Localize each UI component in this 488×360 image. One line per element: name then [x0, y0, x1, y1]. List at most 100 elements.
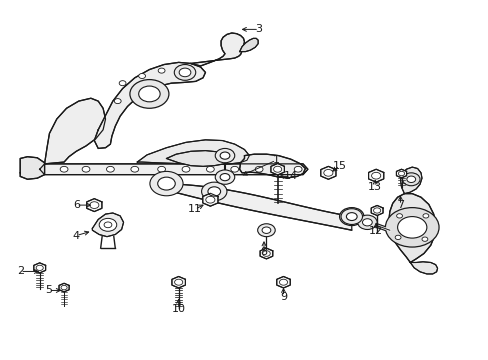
Circle shape: [139, 86, 160, 102]
Polygon shape: [370, 206, 382, 216]
Text: 11: 11: [187, 204, 202, 215]
Circle shape: [422, 214, 428, 218]
Circle shape: [82, 166, 90, 172]
Polygon shape: [320, 166, 335, 179]
Polygon shape: [270, 163, 284, 175]
Text: 15: 15: [332, 161, 346, 171]
Circle shape: [385, 208, 438, 247]
Circle shape: [158, 68, 164, 73]
Circle shape: [262, 227, 270, 233]
Polygon shape: [59, 283, 69, 292]
Text: 1: 1: [272, 155, 279, 165]
Circle shape: [177, 66, 184, 71]
Circle shape: [371, 172, 380, 179]
Polygon shape: [166, 150, 228, 166]
Text: 6: 6: [73, 200, 80, 210]
Polygon shape: [388, 194, 435, 262]
Polygon shape: [400, 167, 421, 194]
Circle shape: [134, 88, 141, 93]
Text: 3: 3: [255, 24, 262, 35]
Circle shape: [397, 217, 426, 238]
Circle shape: [362, 219, 371, 226]
Circle shape: [220, 174, 229, 181]
Polygon shape: [86, 199, 102, 212]
Text: 9: 9: [279, 292, 286, 302]
Polygon shape: [409, 262, 437, 274]
Circle shape: [174, 64, 195, 80]
Circle shape: [130, 80, 168, 108]
Circle shape: [339, 208, 363, 226]
Circle shape: [345, 212, 357, 221]
Circle shape: [215, 148, 234, 163]
Circle shape: [99, 219, 117, 231]
Text: 7: 7: [396, 200, 403, 210]
Circle shape: [182, 166, 189, 172]
Circle shape: [206, 166, 214, 172]
Polygon shape: [20, 157, 44, 179]
Circle shape: [262, 251, 270, 256]
Polygon shape: [260, 248, 272, 259]
Circle shape: [373, 208, 380, 213]
Text: 5: 5: [45, 285, 52, 296]
Text: 14: 14: [283, 171, 297, 181]
Circle shape: [273, 166, 281, 172]
Text: 13: 13: [367, 182, 382, 192]
Circle shape: [406, 176, 415, 183]
Circle shape: [139, 73, 145, 78]
Circle shape: [257, 224, 275, 237]
Circle shape: [274, 166, 282, 172]
Polygon shape: [40, 164, 307, 175]
Polygon shape: [44, 98, 105, 164]
Text: 4: 4: [73, 231, 80, 240]
Circle shape: [402, 173, 419, 186]
Circle shape: [396, 214, 402, 218]
Circle shape: [294, 166, 302, 172]
Polygon shape: [396, 169, 406, 178]
Circle shape: [106, 166, 114, 172]
Circle shape: [174, 279, 183, 285]
Circle shape: [114, 99, 121, 104]
Polygon shape: [166, 184, 351, 230]
Circle shape: [131, 166, 139, 172]
Circle shape: [220, 152, 229, 159]
Text: 8: 8: [260, 247, 267, 257]
Polygon shape: [94, 62, 205, 148]
Circle shape: [394, 235, 400, 239]
Circle shape: [346, 213, 356, 221]
Circle shape: [207, 187, 220, 196]
Circle shape: [215, 170, 234, 184]
Polygon shape: [203, 193, 218, 206]
Circle shape: [90, 202, 99, 208]
Circle shape: [201, 182, 226, 201]
Circle shape: [158, 166, 165, 172]
Circle shape: [179, 68, 190, 77]
Polygon shape: [239, 154, 305, 178]
Polygon shape: [276, 276, 290, 288]
Circle shape: [36, 265, 43, 270]
Circle shape: [255, 166, 263, 172]
Circle shape: [323, 170, 332, 176]
Polygon shape: [34, 263, 45, 273]
Polygon shape: [92, 213, 123, 237]
Polygon shape: [172, 276, 185, 288]
Polygon shape: [137, 140, 249, 164]
Circle shape: [205, 196, 215, 203]
Circle shape: [398, 171, 404, 176]
Circle shape: [61, 285, 67, 290]
Circle shape: [150, 171, 183, 196]
Text: 2: 2: [17, 266, 24, 276]
Circle shape: [421, 237, 427, 241]
Polygon shape: [368, 169, 383, 182]
Text: 12: 12: [368, 226, 383, 236]
Circle shape: [119, 81, 126, 86]
Polygon shape: [239, 39, 258, 51]
Circle shape: [279, 279, 287, 285]
Circle shape: [104, 222, 112, 228]
Circle shape: [230, 166, 238, 172]
Polygon shape: [190, 33, 244, 66]
Circle shape: [340, 209, 362, 225]
Circle shape: [357, 215, 376, 229]
Text: 10: 10: [171, 304, 185, 314]
Circle shape: [158, 177, 175, 190]
Circle shape: [60, 166, 68, 172]
